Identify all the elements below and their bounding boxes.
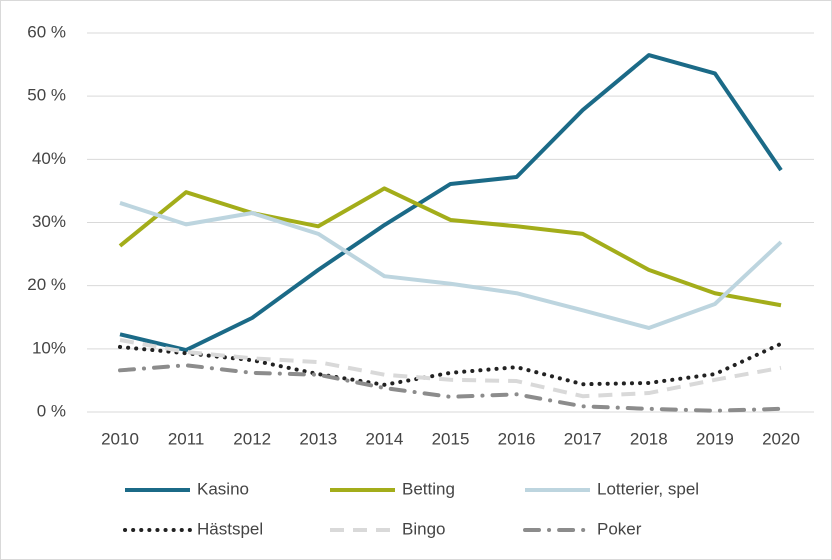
x-tick-label: 2012 xyxy=(233,429,271,448)
legend-label: Lotterier, spel xyxy=(597,479,699,498)
legend-label: Betting xyxy=(402,479,455,498)
series-line xyxy=(119,201,783,330)
legend-label: Poker xyxy=(597,519,642,538)
x-tick-label: 2013 xyxy=(299,429,337,448)
y-tick-label: 0 % xyxy=(37,401,66,420)
x-tick-label: 2014 xyxy=(365,429,403,448)
legend-label: Kasino xyxy=(197,479,249,498)
x-tick-label: 2010 xyxy=(101,429,139,448)
x-tick-label: 2011 xyxy=(168,429,205,448)
y-tick-label: 30% xyxy=(32,212,66,231)
series-line xyxy=(118,186,782,308)
x-tick-label: 2017 xyxy=(564,429,602,448)
x-tick-label: 2019 xyxy=(696,429,734,448)
x-tick-label: 2018 xyxy=(630,429,668,448)
x-tick-label: 2015 xyxy=(432,429,470,448)
y-tick-label: 50 % xyxy=(27,86,66,105)
y-tick-label: 40% xyxy=(32,149,66,168)
y-tick-label: 10% xyxy=(32,338,66,357)
series-line xyxy=(118,363,783,413)
series-line xyxy=(119,338,782,399)
series-line xyxy=(118,341,783,387)
x-tick-label: 2020 xyxy=(762,429,800,448)
legend-label: Bingo xyxy=(402,519,445,538)
x-tick-label: 2016 xyxy=(498,429,536,448)
y-tick-label: 60 % xyxy=(27,22,66,41)
legend-label: Hästspel xyxy=(197,519,263,538)
y-tick-label: 20 % xyxy=(27,275,66,294)
series-line xyxy=(119,53,783,353)
